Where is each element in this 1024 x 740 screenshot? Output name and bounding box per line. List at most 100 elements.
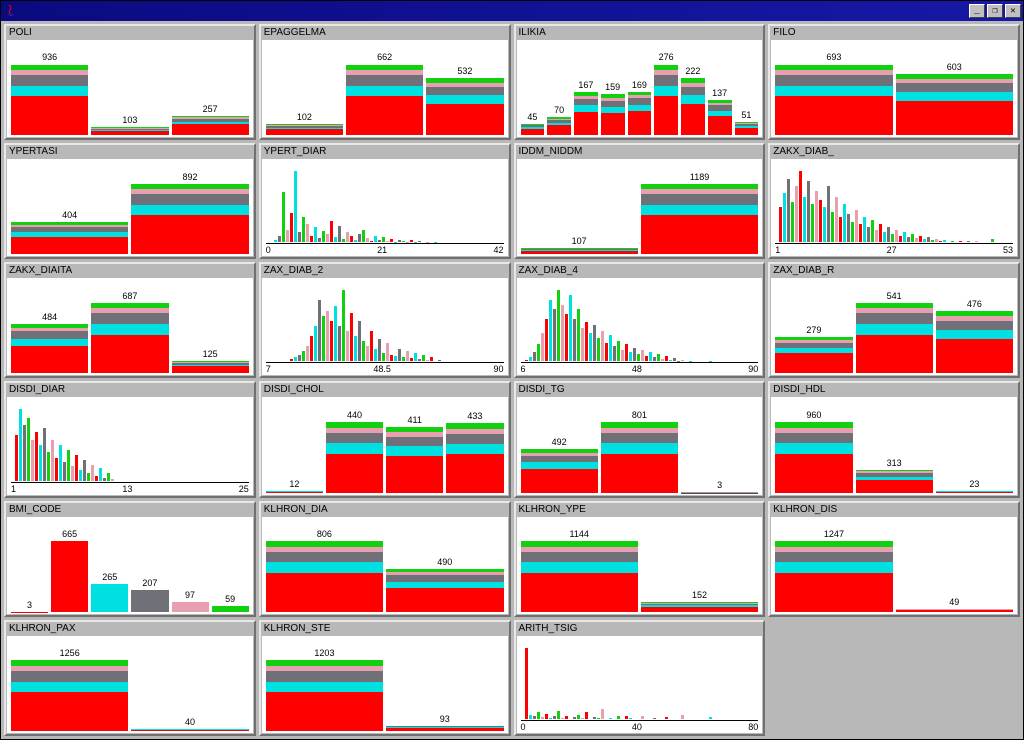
panel-grid: POLI936103257EPAGGELMA102662532ILIKIA457… <box>1 21 1023 739</box>
bar-value-label: 532 <box>426 66 503 76</box>
spike <box>871 220 874 242</box>
spike <box>402 241 405 243</box>
spike <box>306 346 309 361</box>
spike <box>581 718 584 719</box>
spike <box>342 239 345 242</box>
spike <box>835 197 838 243</box>
spike <box>907 237 910 242</box>
panel-title: KLHRON_DIS <box>770 503 1018 517</box>
bar-value-label: 276 <box>654 52 678 62</box>
panel-body: 748.590 <box>262 278 508 375</box>
spike <box>322 231 325 243</box>
minimize-button[interactable]: _ <box>969 4 985 18</box>
panel-body: 12753 <box>771 159 1017 256</box>
bar: 107 <box>521 171 638 254</box>
bar-value-label: 662 <box>346 52 423 62</box>
spike <box>891 234 894 242</box>
spike <box>581 328 584 361</box>
bar: 806 <box>266 529 383 612</box>
bar-value-label: 265 <box>91 572 128 582</box>
spike <box>795 186 798 242</box>
spike <box>354 240 357 243</box>
bar: 12 <box>266 409 323 492</box>
bar: 45 <box>521 52 545 135</box>
spike <box>939 241 942 242</box>
spike <box>831 212 834 243</box>
bar: 279 <box>775 290 852 373</box>
bar-value-label: 411 <box>386 415 443 425</box>
axis-tick-label: 48 <box>632 364 642 374</box>
spike <box>935 239 938 242</box>
spike <box>609 718 612 719</box>
bar: 411 <box>386 409 443 492</box>
maximize-button[interactable]: ❐ <box>987 4 1003 18</box>
bar-value-label: 125 <box>172 349 249 359</box>
spike <box>334 306 337 362</box>
spike <box>589 333 592 361</box>
spike <box>681 360 684 362</box>
bar: 936 <box>11 52 88 135</box>
spike <box>617 716 620 719</box>
spike <box>645 356 648 362</box>
bar-value-label: 484 <box>11 312 88 322</box>
panel-title: EPAGGELMA <box>261 26 509 40</box>
spike <box>31 440 34 481</box>
bar-value-label: 45 <box>521 112 545 122</box>
bar-value-label: 12 <box>266 479 323 489</box>
spike <box>545 714 548 719</box>
spike <box>318 238 321 242</box>
spike <box>887 227 890 242</box>
bar: 222 <box>681 52 705 135</box>
bar-value-label: 1256 <box>11 648 128 658</box>
bar-value-label: 665 <box>51 529 88 539</box>
spike <box>326 311 329 362</box>
spike <box>621 350 624 361</box>
bar-value-label: 1203 <box>266 648 383 658</box>
panel-body: 279541476 <box>771 278 1017 375</box>
bar-value-label: 107 <box>521 236 638 246</box>
spike <box>314 227 317 242</box>
spike <box>306 224 309 242</box>
spike <box>107 473 110 481</box>
spike <box>537 344 540 361</box>
chart-panel: KLHRON_PAX125640 <box>4 620 256 736</box>
axis-tick-label: 25 <box>239 484 249 494</box>
bar: 1144 <box>521 529 638 612</box>
spike <box>863 217 866 242</box>
chart-panel: DISDI_DIAR11325 <box>4 381 256 497</box>
chart-panel: YPERTASI404892 <box>4 143 256 259</box>
panel-body: 1071189 <box>517 159 763 256</box>
spike <box>91 465 94 480</box>
panel-body: 1256 40 <box>7 636 253 733</box>
bar: 97 <box>172 529 209 612</box>
panel-body: 124749 <box>771 517 1017 614</box>
spike <box>286 230 289 243</box>
bar: 490 <box>386 529 503 612</box>
panel-title: ILIKIA <box>516 26 764 40</box>
axis-tick-label: 7 <box>266 364 271 374</box>
spike <box>15 435 18 481</box>
chart-panel: ZAX_DIAB_2748.590 <box>259 262 511 378</box>
spike <box>561 718 564 719</box>
spike <box>414 242 417 243</box>
panel-body: 102662532 <box>262 40 508 137</box>
spike <box>390 239 393 242</box>
close-button[interactable]: ✕ <box>1005 4 1021 18</box>
panel-body: 1144152 <box>517 517 763 614</box>
x-axis: 02142 <box>266 243 504 255</box>
chart-panel: ZAX_DIAB_464890 <box>514 262 766 378</box>
bar-value-label: 40 <box>131 717 248 727</box>
spike <box>525 360 528 362</box>
spike <box>298 355 301 361</box>
chart-panel: DISDI_CHOL12440411433 <box>259 381 511 497</box>
spike <box>549 300 552 362</box>
spike <box>35 432 38 481</box>
chart-panel: KLHRON_DIA806490 <box>259 501 511 617</box>
chart-panel: KLHRON_STE120393 <box>259 620 511 736</box>
spike <box>302 217 305 242</box>
spike <box>851 222 854 242</box>
axis-tick-label: 40 <box>632 722 642 732</box>
axis-tick-label: 53 <box>1003 245 1013 255</box>
spike <box>811 204 814 243</box>
spike <box>95 476 98 481</box>
